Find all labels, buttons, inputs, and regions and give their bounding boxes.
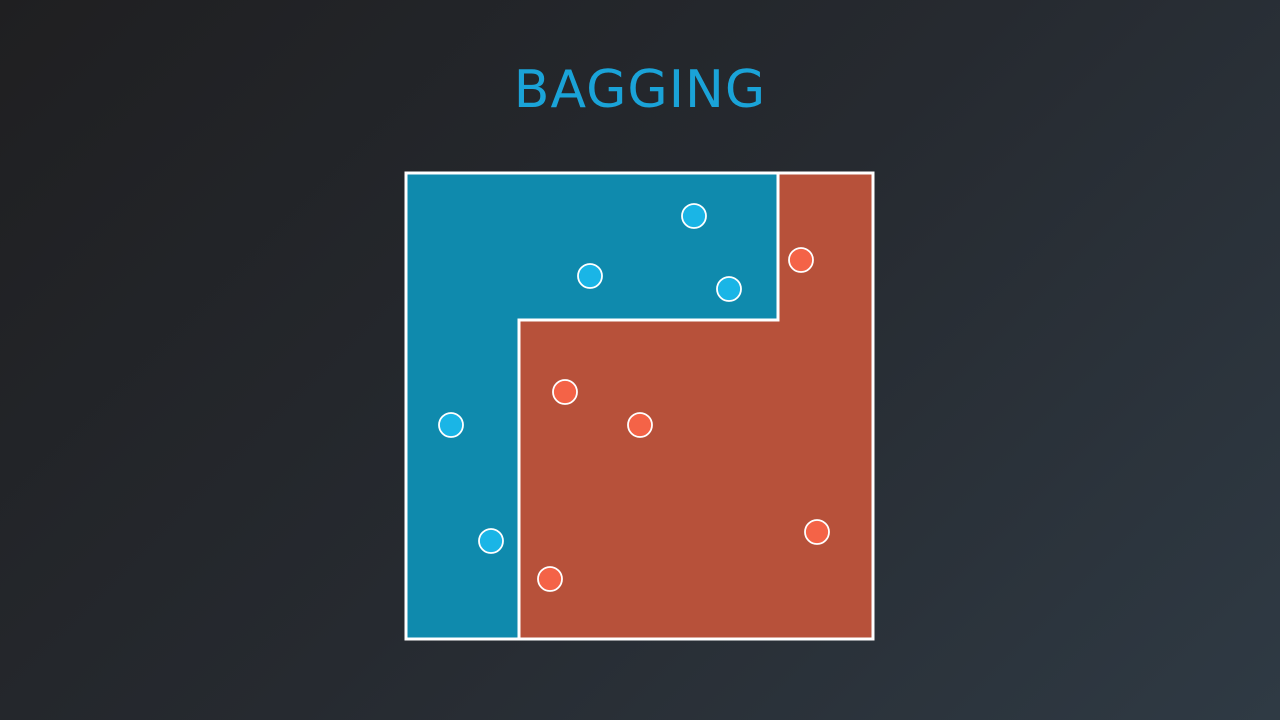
blue-point-2 bbox=[577, 263, 603, 289]
red-point-3 bbox=[627, 412, 653, 438]
blue-point-4 bbox=[438, 412, 464, 438]
blue-region bbox=[406, 173, 778, 639]
points-layer bbox=[438, 203, 830, 592]
blue-point-3 bbox=[716, 276, 742, 302]
red-point-5 bbox=[537, 566, 563, 592]
red-point-4 bbox=[804, 519, 830, 545]
blue-point-5 bbox=[478, 528, 504, 554]
red-point-1 bbox=[788, 247, 814, 273]
blue-point-1 bbox=[681, 203, 707, 229]
decision-boundary bbox=[517, 173, 780, 639]
slide-title: BAGGING bbox=[513, 60, 767, 120]
plot-border bbox=[404, 171, 875, 641]
red-point-2 bbox=[552, 379, 578, 405]
